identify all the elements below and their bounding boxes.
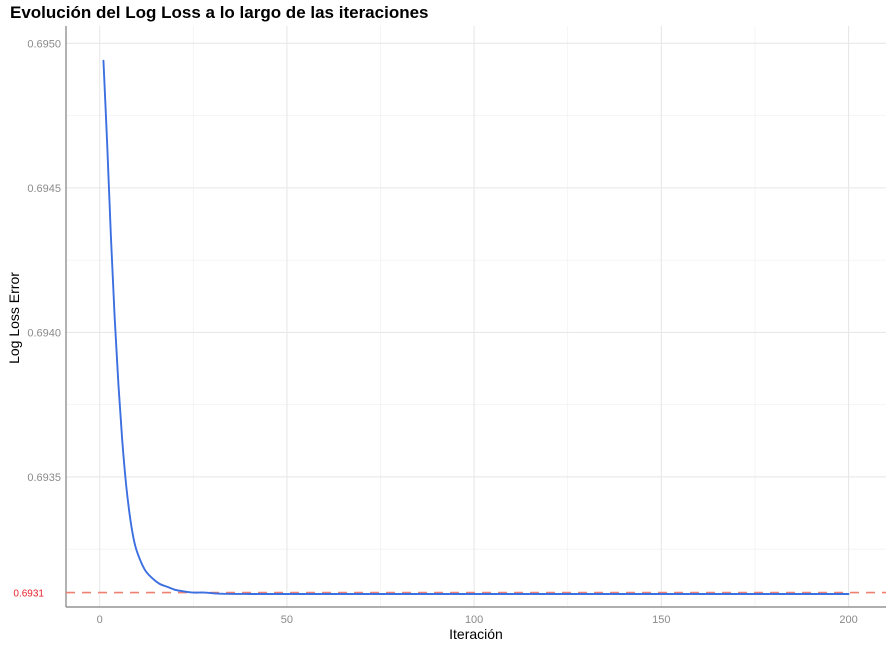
x-tick-label: 0 <box>97 614 103 626</box>
y-tick-label: 0.6940 <box>27 327 61 339</box>
x-tick-label: 200 <box>839 614 857 626</box>
y-tick-label: 0.6950 <box>27 38 61 50</box>
log-loss-series-line <box>102 59 850 595</box>
major-gridlines <box>66 26 886 607</box>
minor-gridlines <box>66 26 886 607</box>
x-axis-title: Iteración <box>449 626 503 642</box>
y-axis-title: Log Loss Error <box>6 272 22 364</box>
x-tick-label: 150 <box>652 614 670 626</box>
series-group <box>102 59 850 595</box>
y-tick-labels: 0.6935 0.6940 0.6945 0.6950 <box>27 38 61 484</box>
chart-title: Evolución del Log Loss a lo largo de las… <box>10 3 429 22</box>
x-tick-label: 100 <box>465 614 483 626</box>
x-tick-labels: 0 50 100 150 200 <box>97 614 858 626</box>
y-tick-label: 0.6945 <box>27 183 61 195</box>
y-tick-label: 0.6935 <box>27 472 61 484</box>
axes <box>65 26 886 608</box>
reference-line-label: 0.6931 <box>13 589 44 600</box>
x-tick-label: 50 <box>281 614 293 626</box>
